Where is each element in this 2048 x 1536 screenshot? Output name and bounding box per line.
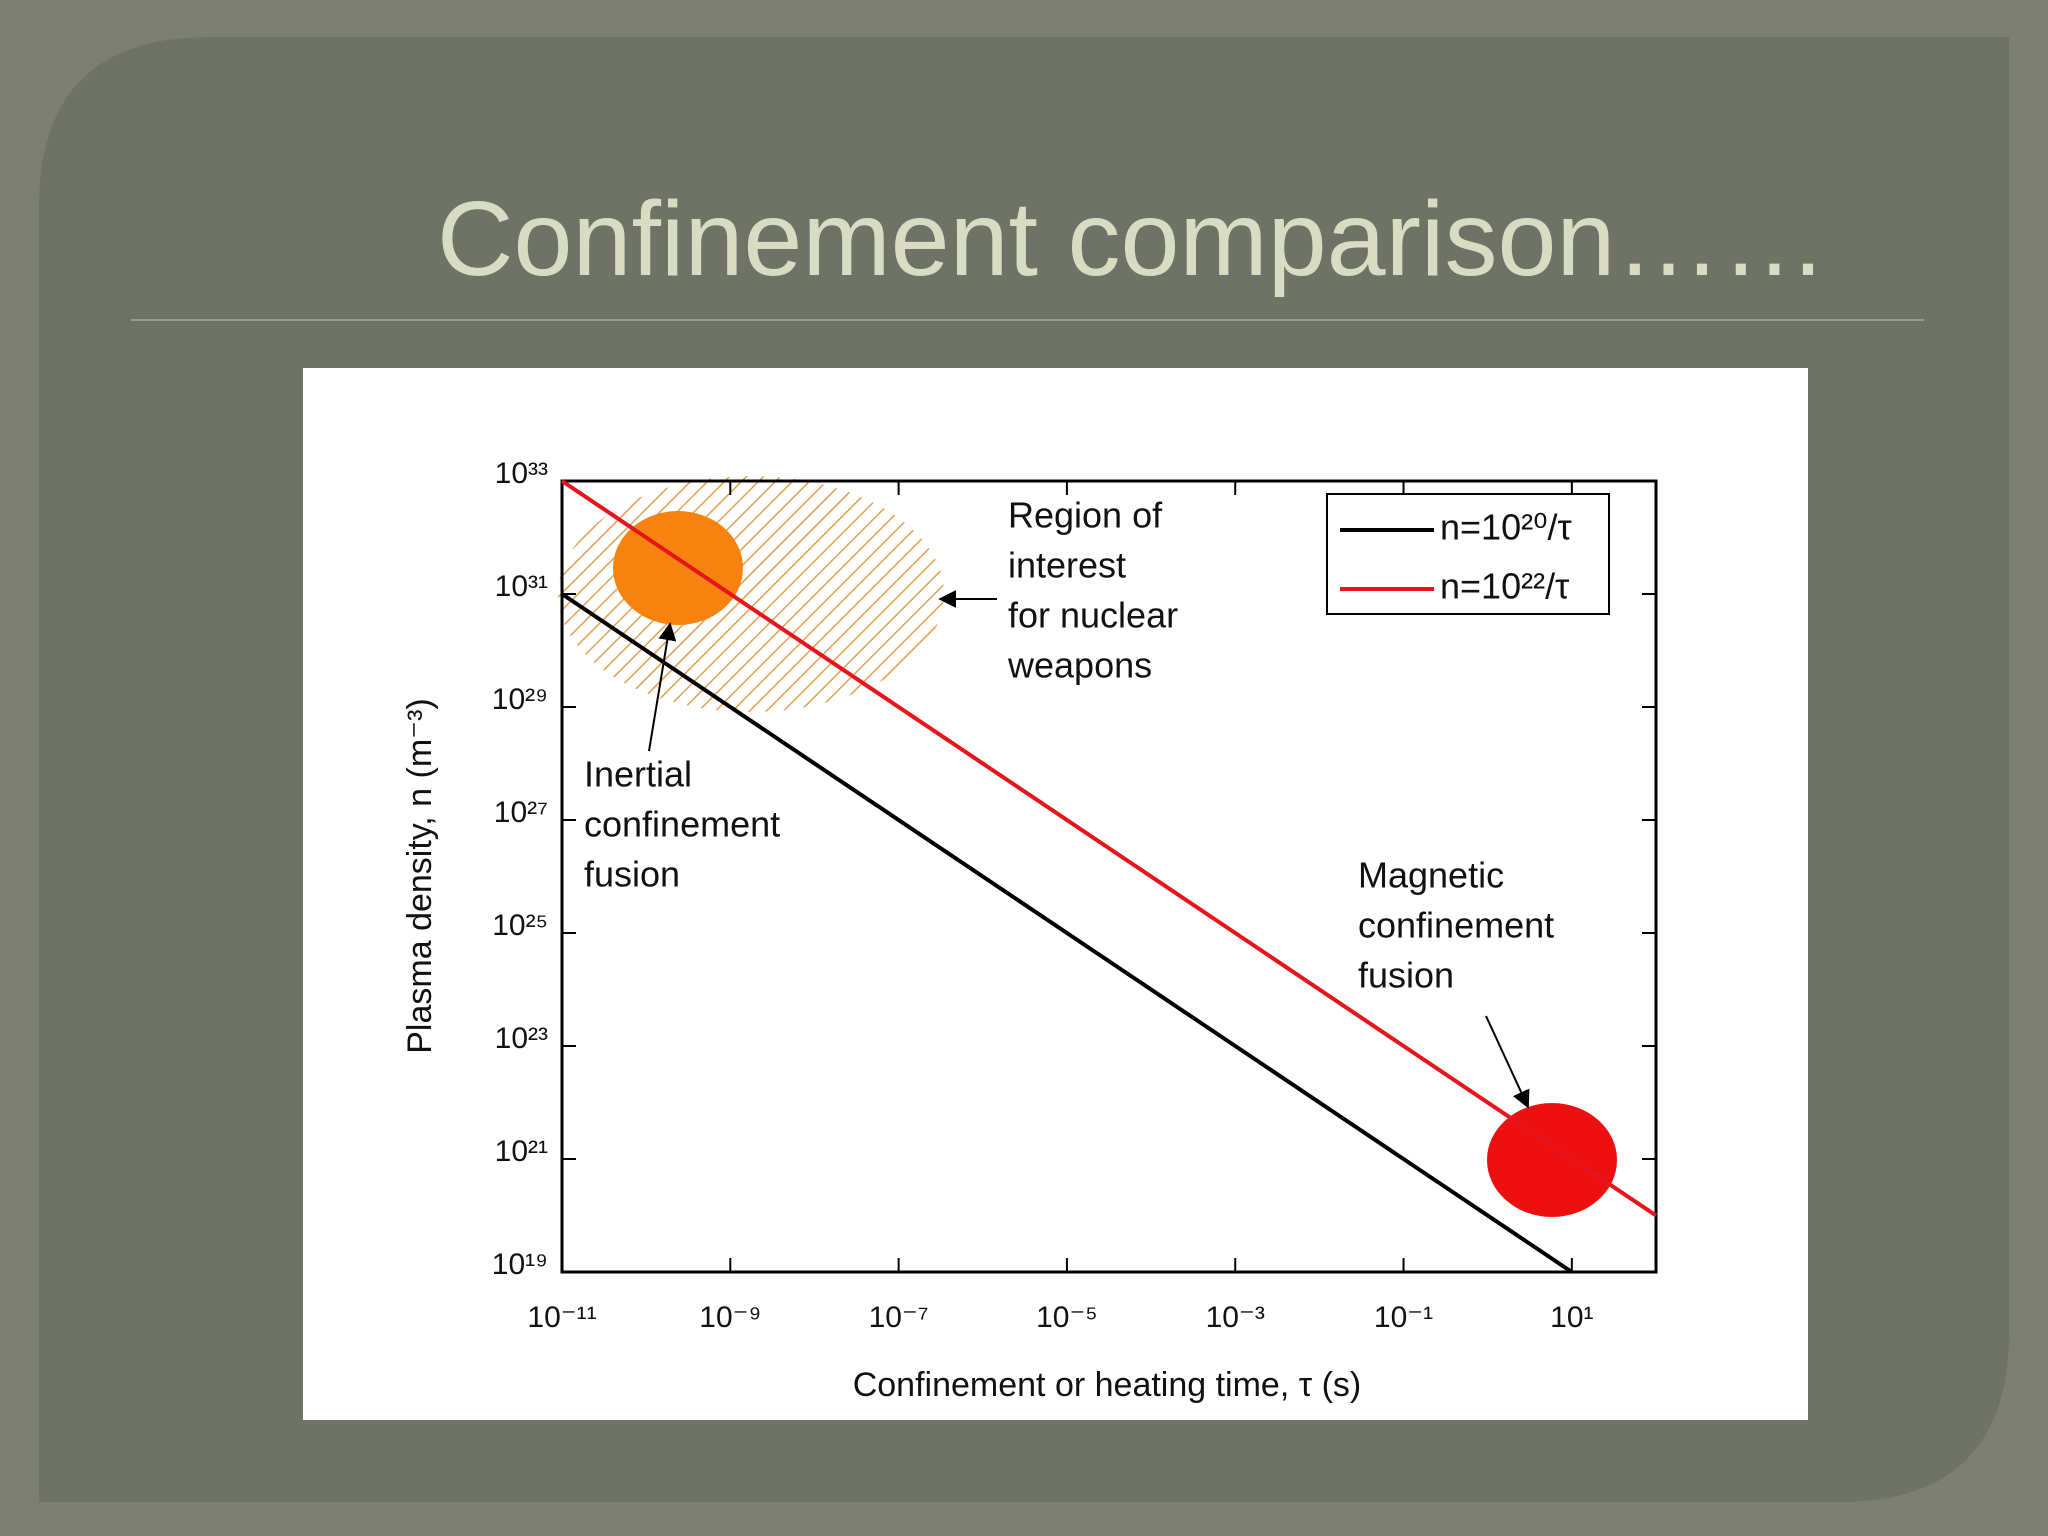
annotation: Inertial bbox=[584, 754, 692, 795]
x-tick-label: 10⁻⁹ bbox=[699, 1301, 761, 1334]
legend-box bbox=[1326, 493, 1610, 615]
arrow bbox=[1485, 1015, 1530, 1109]
y-tick-label: 10²³ bbox=[495, 1022, 548, 1055]
y-tick-label: 10³¹ bbox=[495, 570, 548, 603]
y-tick-label: 10¹⁹ bbox=[492, 1248, 548, 1281]
plot-frame bbox=[560, 479, 1658, 1274]
y-axis-label: Plasma density, n (m⁻³) bbox=[401, 698, 439, 1054]
annotation: confinement bbox=[584, 804, 780, 845]
annotation: weapons bbox=[1007, 645, 1152, 686]
plot bbox=[558, 476, 1617, 1217]
legend-label: n=10²⁰/τ bbox=[1440, 507, 1572, 548]
annotation: interest bbox=[1008, 545, 1126, 586]
legend-label: n=10²²/τ bbox=[1440, 566, 1569, 607]
annotation: for nuclear bbox=[1008, 595, 1178, 636]
y-tick-label: 10²⁵ bbox=[492, 909, 548, 942]
x-axis-label: Confinement or heating time, τ (s) bbox=[853, 1366, 1362, 1404]
annotation: confinement bbox=[1358, 905, 1554, 946]
arrow bbox=[648, 622, 677, 752]
x-tick-label: 10⁻⁵ bbox=[1036, 1301, 1098, 1334]
magnetic-region bbox=[1487, 1103, 1617, 1217]
annotation: fusion bbox=[1358, 955, 1454, 996]
x-tick-label: 10⁻¹¹ bbox=[527, 1301, 596, 1334]
inertial-region bbox=[613, 511, 743, 625]
y-tick-label: 10²⁹ bbox=[492, 683, 548, 716]
nuclear-region bbox=[558, 476, 944, 712]
x-tick-label: 10⁻⁷ bbox=[869, 1301, 929, 1334]
x-tick-label: 10⁻³ bbox=[1206, 1301, 1265, 1334]
y-tick-label: 10²⁷ bbox=[494, 796, 548, 829]
x-tick-label: 10⁻¹ bbox=[1374, 1301, 1433, 1334]
x-tick-label: 10¹ bbox=[1550, 1301, 1593, 1334]
annotation: Region of bbox=[1008, 495, 1163, 536]
annotation: fusion bbox=[584, 854, 680, 895]
slide-title: Confinement comparison…… bbox=[437, 180, 1827, 298]
y-tick-label: 10²¹ bbox=[495, 1135, 548, 1168]
annotation: Magnetic bbox=[1358, 855, 1504, 896]
series-line bbox=[560, 592, 1573, 1274]
series-line bbox=[560, 479, 1658, 1218]
y-tick-label: 10³³ bbox=[495, 457, 548, 490]
